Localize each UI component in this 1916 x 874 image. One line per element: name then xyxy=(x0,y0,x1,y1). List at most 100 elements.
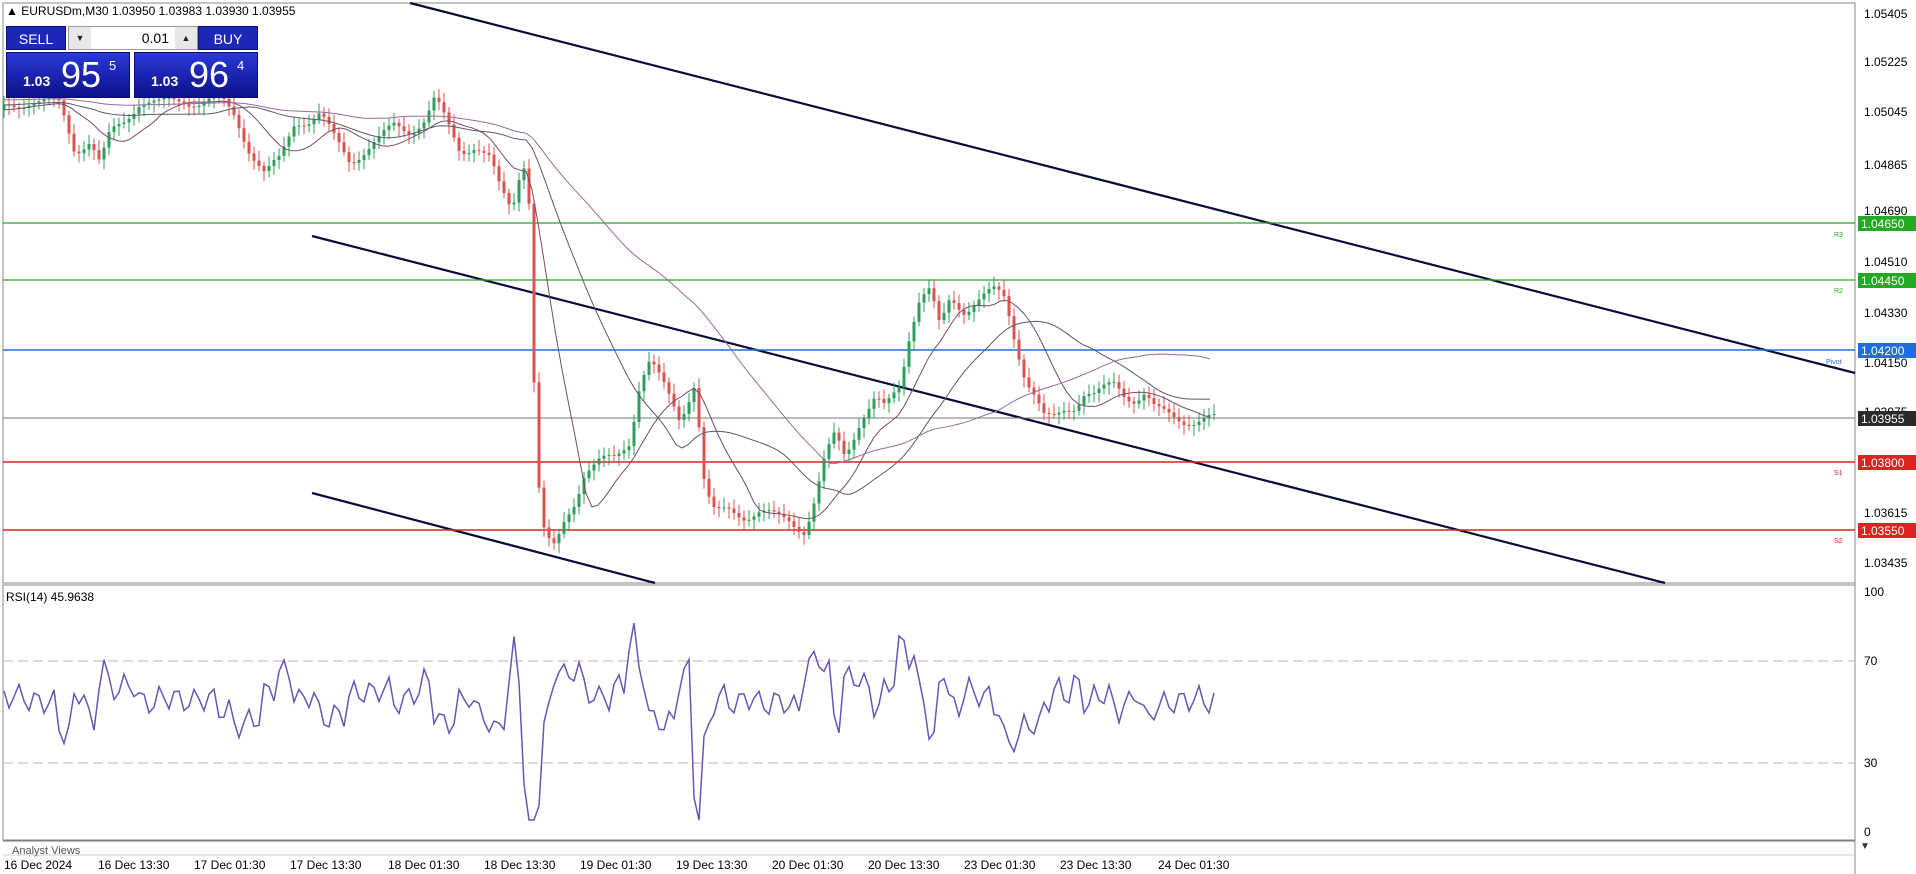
candle-body xyxy=(697,388,701,428)
candle-body xyxy=(552,538,556,544)
lot-decrease-icon[interactable]: ▼ xyxy=(69,27,91,49)
candle-body xyxy=(987,289,991,294)
candle-body xyxy=(482,151,486,153)
price-tick: 1.04510 xyxy=(1864,255,1908,269)
candle-body xyxy=(1032,387,1036,395)
candle-body xyxy=(252,153,256,161)
candle-body xyxy=(167,97,171,99)
candle-body xyxy=(687,401,691,414)
candle-body xyxy=(347,152,351,163)
candle-body xyxy=(597,458,601,465)
time-tick: 19 Dec 13:30 xyxy=(676,858,748,872)
candle-body xyxy=(1042,403,1046,413)
level-r2-label: 1.04450 xyxy=(1861,274,1905,288)
candle-body xyxy=(922,294,926,303)
candle-body xyxy=(602,455,606,459)
candle-body xyxy=(682,413,686,420)
candle-body xyxy=(517,180,521,203)
candle-body xyxy=(367,148,371,156)
candle-body xyxy=(147,102,151,105)
sell-price-sup: 5 xyxy=(109,58,117,73)
candle-body xyxy=(257,160,261,167)
candle-body xyxy=(912,321,916,342)
candle-body xyxy=(877,398,881,400)
time-tick: 18 Dec 13:30 xyxy=(484,858,556,872)
candle-body xyxy=(477,150,481,152)
candle-body xyxy=(657,364,661,373)
rsi-title: RSI(14) 45.9638 xyxy=(6,590,95,604)
scroll-down-icon[interactable]: ▼ xyxy=(1860,841,1870,852)
candle-body xyxy=(512,202,516,205)
collapse-triangle-icon[interactable]: ▲ xyxy=(6,4,18,18)
channel-upper-line[interactable] xyxy=(409,1,1856,375)
candle-body xyxy=(287,136,291,147)
candle-body xyxy=(832,432,836,445)
candle-body xyxy=(527,168,531,204)
candle-body xyxy=(277,155,281,161)
candle-body xyxy=(1052,414,1056,416)
candle-body xyxy=(562,522,566,535)
level-r3-label: 1.04650 xyxy=(1861,217,1905,231)
candle-body xyxy=(112,126,116,133)
buy-button[interactable]: BUY xyxy=(198,26,258,50)
candle-body xyxy=(557,534,561,544)
analyst-views-tab[interactable]: Analyst Views xyxy=(12,845,81,857)
price-tick: 1.03435 xyxy=(1864,556,1908,570)
sell-price-box[interactable]: 1.03 95 5 xyxy=(6,52,130,98)
candle-body xyxy=(47,97,51,99)
candle-body xyxy=(827,444,831,459)
candle-body xyxy=(652,361,656,365)
candle-body xyxy=(362,155,366,160)
time-tick: 20 Dec 01:30 xyxy=(772,858,844,872)
candle-body xyxy=(642,374,646,392)
rsi-tick-70: 70 xyxy=(1864,654,1878,668)
candle-body xyxy=(87,144,91,150)
pivot-levels xyxy=(3,222,1855,531)
channel-middle-line[interactable] xyxy=(311,234,1666,585)
candle-body xyxy=(1062,410,1066,413)
tag-r3: R3 xyxy=(1834,232,1843,239)
time-tick: 18 Dec 01:30 xyxy=(388,858,460,872)
candle-body xyxy=(1102,384,1106,389)
level-labels: 1.04650 1.04450 1.04200 1.03955 1.03800 … xyxy=(1858,216,1916,538)
candle-body xyxy=(637,391,641,422)
candle-body xyxy=(37,101,41,104)
candle-body xyxy=(532,203,536,383)
moving-average-line xyxy=(3,98,1211,465)
sell-button[interactable]: SELL xyxy=(6,26,66,50)
candle-body xyxy=(1012,316,1016,340)
moving-averages xyxy=(3,98,1211,520)
candle-body xyxy=(162,98,166,100)
candle-body xyxy=(2,104,6,110)
level-pivot-label: 1.04200 xyxy=(1861,344,1905,358)
candle-body xyxy=(457,137,461,151)
candle-body xyxy=(127,118,131,123)
candle-body xyxy=(547,527,551,539)
candle-body xyxy=(1117,381,1121,389)
candle-body xyxy=(52,97,56,99)
sell-price-prefix: 1.03 xyxy=(23,73,51,89)
level-s1-label: 1.03800 xyxy=(1861,456,1905,470)
candle-body xyxy=(1122,388,1126,397)
candle-body xyxy=(1072,410,1076,412)
rsi-line xyxy=(3,622,1215,821)
rsi-tick-100: 100 xyxy=(1864,585,1884,599)
sell-price-big: 95 xyxy=(61,54,102,95)
buy-price-box[interactable]: 1.03 96 4 xyxy=(134,52,258,98)
lot-size-input[interactable] xyxy=(93,28,173,48)
candle-body xyxy=(497,166,501,182)
candle-body xyxy=(712,496,716,508)
candle-body xyxy=(197,105,201,108)
candle-body xyxy=(607,454,611,456)
lot-increase-icon[interactable]: ▲ xyxy=(175,27,197,49)
candle-body xyxy=(622,450,626,454)
current-price-label: 1.03955 xyxy=(1861,412,1905,426)
candle-body xyxy=(707,478,711,497)
channel-lower-line[interactable] xyxy=(311,491,656,585)
candle-body xyxy=(1007,296,1011,317)
candle-body xyxy=(667,382,671,394)
candle-body xyxy=(487,152,491,155)
buy-price-sup: 4 xyxy=(237,58,245,73)
candle-body xyxy=(1187,424,1191,426)
